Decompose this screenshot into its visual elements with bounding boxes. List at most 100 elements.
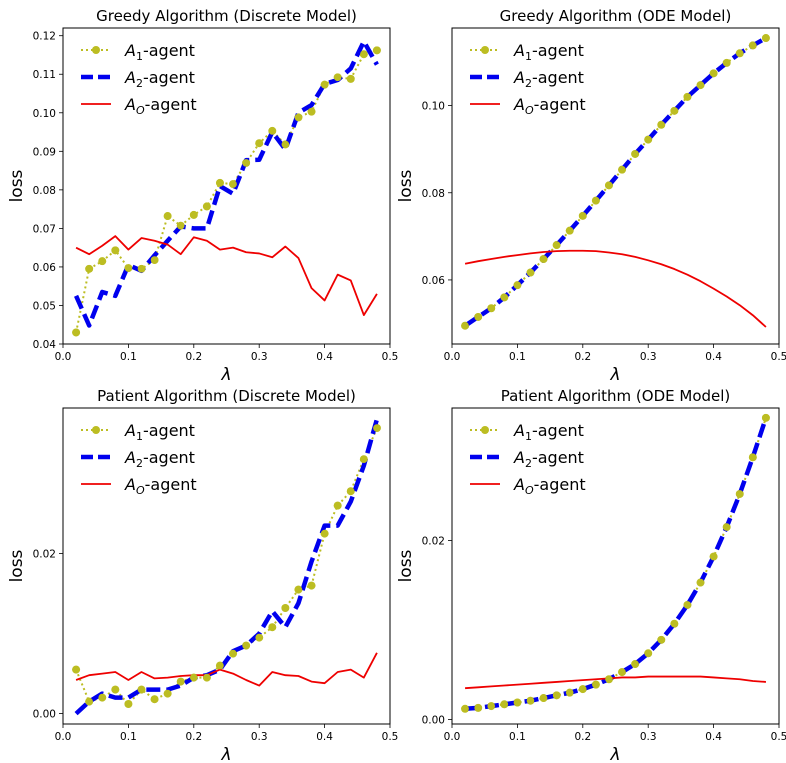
legend-marker [92, 46, 100, 54]
series-point-1 [281, 604, 290, 612]
y-tick-label: 0.05 [33, 300, 56, 312]
plot-area [461, 34, 770, 330]
plot-area [72, 418, 381, 716]
x-tick-label: 0.5 [771, 351, 786, 363]
series-point-1 [722, 59, 731, 67]
series-point-1 [513, 281, 522, 289]
x-tick-label: 0.5 [771, 731, 786, 743]
y-tick-label: 0.10 [422, 101, 445, 113]
x-tick-label: 0.2 [574, 731, 591, 743]
legend-label-1: A1-agent [513, 41, 584, 63]
series-point-1 [98, 693, 107, 702]
legend-marker [481, 426, 489, 434]
chart-title: Patient Algorithm (Discrete Model) [97, 387, 356, 405]
series-point-1 [242, 641, 250, 650]
plot-area [72, 39, 381, 337]
x-tick-label: 0.5 [382, 351, 399, 363]
legend-label-o: AO-agent [124, 95, 197, 117]
legend: A1-agent A2-agent AO-agent [470, 421, 586, 497]
y-tick-label: 0.12 [33, 31, 56, 43]
series-point-1 [176, 221, 185, 230]
series-point-1 [461, 321, 469, 330]
legend-label-2: A2-agent [124, 448, 195, 470]
x-axis-label: λ [609, 365, 620, 385]
series-point-1 [124, 264, 133, 272]
series-point-1 [565, 226, 574, 235]
series-point-1 [631, 150, 639, 158]
axes-frame [62, 407, 391, 725]
x-axis-label: λ [220, 745, 231, 763]
x-tick-label: 0.4 [316, 351, 333, 363]
legend-label-o: AO-agent [124, 475, 197, 497]
series-line-o [465, 675, 766, 690]
x-tick-label: 0.1 [509, 351, 526, 363]
x-axis-label: λ [220, 365, 231, 385]
series-point-1 [709, 69, 718, 78]
chart-title: Greedy Algorithm (Discrete Model) [96, 7, 357, 25]
series-point-1 [500, 293, 509, 302]
chart-title: Greedy Algorithm (ODE Model) [500, 7, 732, 25]
y-axis-label: loss [7, 169, 27, 202]
series-point-1 [216, 179, 224, 187]
series-point-1 [190, 673, 198, 682]
chart-title: Patient Algorithm (ODE Model) [501, 387, 731, 405]
series-line-2 [463, 36, 768, 328]
x-tick-label: 0.0 [55, 351, 72, 363]
series-point-1 [85, 697, 93, 706]
series-point-1 [163, 212, 172, 220]
series-point-1 [683, 601, 692, 609]
series-point-1 [618, 165, 626, 174]
series-point-1 [137, 685, 146, 694]
series-point-1 [360, 50, 368, 59]
series-point-1 [749, 453, 757, 462]
series-point-1 [294, 585, 303, 594]
series-point-1 [735, 49, 744, 58]
axes-frame [451, 407, 780, 725]
series-point-1 [762, 414, 770, 422]
y-tick-label: 0.02 [422, 535, 445, 547]
chart-panel-4: Patient Algorithm (ODE Model) 0.0 0.1 0.2 0.… [396, 387, 786, 763]
series-point-1 [644, 649, 652, 658]
series-line-1 [465, 417, 767, 710]
series-point-1 [373, 46, 381, 55]
series-point-1 [657, 636, 666, 644]
series-line-1 [464, 37, 767, 327]
x-tick-label: 0.2 [185, 731, 202, 743]
series-point-1 [307, 107, 316, 116]
series-point-1 [320, 529, 329, 538]
series-point-1 [657, 120, 666, 129]
series-point-1 [163, 689, 172, 698]
series-point-1 [150, 695, 159, 703]
series-point-1 [111, 685, 120, 694]
series-point-1 [124, 700, 133, 708]
series-point-1 [229, 649, 237, 658]
legend-label-1: A1-agent [513, 421, 584, 443]
series-point-1 [150, 256, 159, 264]
legend: A1-agent A2-agent AO-agent [81, 41, 197, 117]
series-point-1 [216, 661, 224, 670]
series-point-1 [242, 159, 250, 167]
series-point-1 [111, 246, 120, 255]
legend: A1-agent A2-agent AO-agent [470, 41, 586, 117]
x-tick-label: 0.1 [509, 731, 526, 743]
x-tick-label: 0.0 [444, 731, 461, 743]
legend-label-2: A2-agent [513, 68, 584, 90]
series-line-2 [464, 417, 769, 712]
series-point-1 [72, 665, 80, 674]
series-point-1 [605, 181, 613, 190]
legend-label-o: AO-agent [513, 475, 586, 497]
y-tick-label: 0.00 [33, 709, 56, 721]
x-tick-label: 0.2 [574, 351, 591, 363]
series-point-1 [190, 211, 198, 219]
series-point-1 [644, 135, 652, 144]
series-point-1 [203, 673, 211, 682]
series-point-1 [631, 660, 639, 668]
series-point-1 [294, 113, 303, 122]
y-axis-label: loss [7, 549, 27, 582]
x-tick-label: 0.3 [640, 351, 657, 363]
x-tick-label: 0.4 [705, 351, 722, 363]
legend-label-o: AO-agent [513, 95, 586, 117]
series-point-1 [98, 257, 107, 265]
y-axis-label: loss [396, 549, 416, 582]
